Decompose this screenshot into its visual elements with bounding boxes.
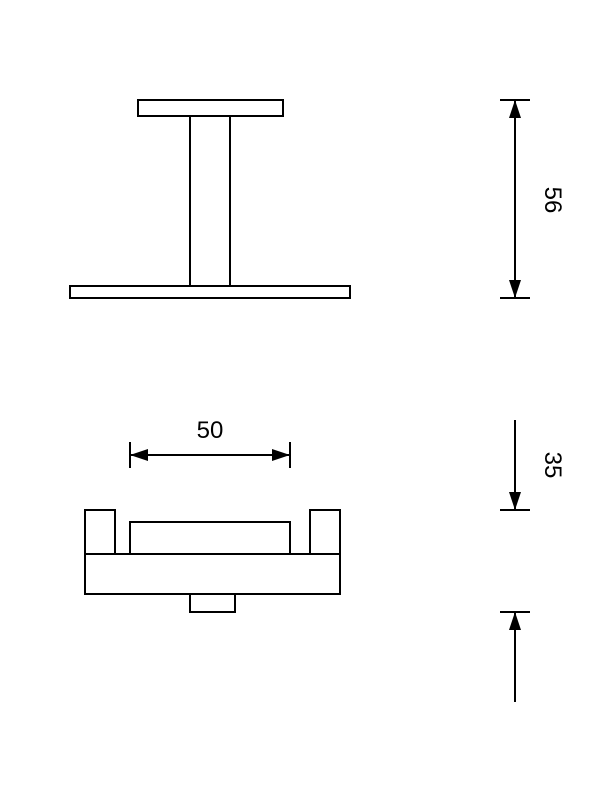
- dim50-arrow-left: [130, 449, 148, 461]
- dim56-arrow-bottom: [509, 280, 521, 298]
- top-view-base: [70, 286, 350, 298]
- front-view-base: [85, 554, 340, 594]
- dim50-arrow-right: [272, 449, 290, 461]
- front-view-notch-left: [85, 510, 115, 554]
- dim50-label: 50: [197, 417, 224, 444]
- dim56-label: 56: [539, 187, 566, 214]
- front-view-bar: [130, 522, 290, 554]
- front-view-notch-right: [310, 510, 340, 554]
- dim56-arrow-top: [509, 100, 521, 118]
- top-view-cap: [138, 100, 283, 116]
- dim35-arrow-bottom: [509, 612, 521, 630]
- top-view-shaft: [190, 116, 230, 286]
- front-view-stub: [190, 594, 235, 612]
- dim35-arrow-top: [509, 492, 521, 510]
- technical-drawing: 56 50 35: [0, 0, 600, 800]
- dim35-label: 35: [539, 452, 566, 479]
